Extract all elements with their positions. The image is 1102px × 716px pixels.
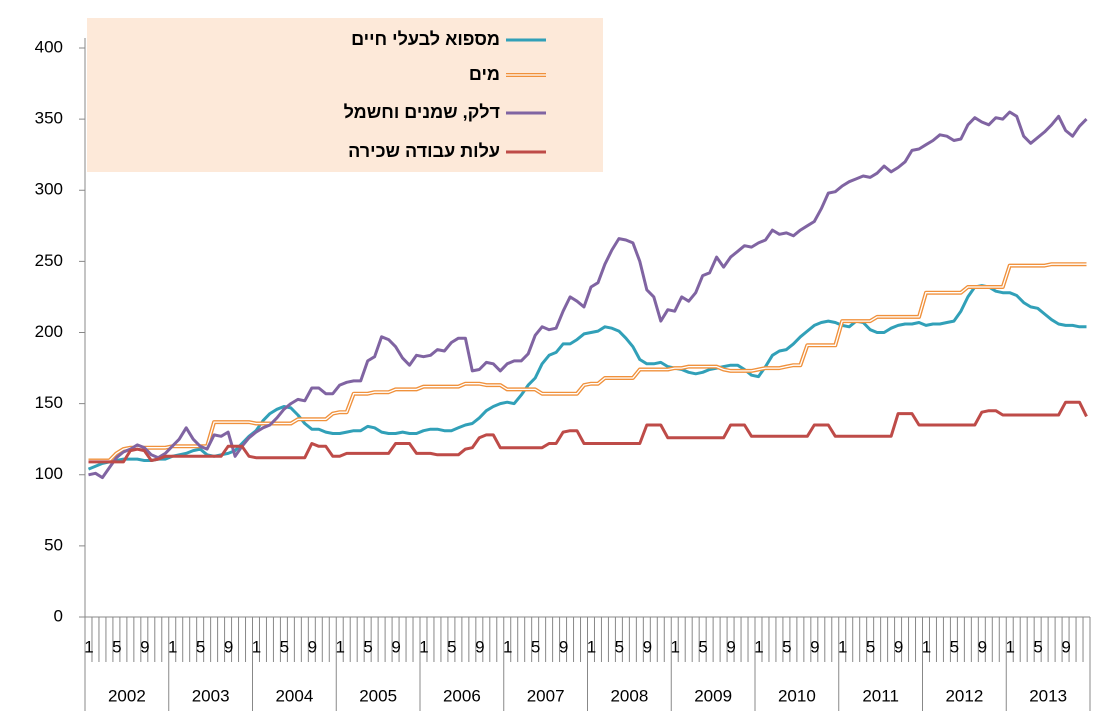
year-label: 2011 xyxy=(862,686,899,705)
x-tick-label: 9 xyxy=(726,637,735,656)
y-tick-label: 200 xyxy=(35,322,63,341)
year-label: 2006 xyxy=(443,686,481,705)
x-tick-label: 1 xyxy=(84,637,93,656)
x-tick-label: 1 xyxy=(671,637,680,656)
x-tick-label: 9 xyxy=(1061,637,1070,656)
year-label: 2012 xyxy=(945,686,983,705)
x-tick-label: 1 xyxy=(838,637,847,656)
series-line-inner xyxy=(88,263,1087,462)
year-label: 2002 xyxy=(108,686,146,705)
x-tick-label: 9 xyxy=(978,637,987,656)
legend-label: דלק, שמנים וחשמל xyxy=(344,102,500,122)
x-tick-label: 1 xyxy=(754,637,763,656)
x-tick-label: 5 xyxy=(698,637,707,656)
y-tick-label: 300 xyxy=(35,180,63,199)
x-tick-label: 9 xyxy=(643,637,652,656)
x-tick-label: 5 xyxy=(1033,637,1042,656)
y-tick-label: 350 xyxy=(35,109,63,128)
x-tick-label: 1 xyxy=(336,637,345,656)
x-tick-label: 5 xyxy=(280,637,289,656)
y-tick-label: 150 xyxy=(35,393,63,412)
x-tick-label: 9 xyxy=(140,637,149,656)
x-tick-label: 5 xyxy=(950,637,959,656)
year-label: 2005 xyxy=(359,686,397,705)
y-tick-label: 0 xyxy=(54,606,63,625)
x-tick-label: 1 xyxy=(419,637,428,656)
x-tick-label: 1 xyxy=(503,637,512,656)
x-tick-label: 5 xyxy=(196,637,205,656)
y-tick-label: 50 xyxy=(44,535,63,554)
x-tick-label: 5 xyxy=(112,637,121,656)
x-tick-label: 9 xyxy=(475,637,484,656)
series-line xyxy=(88,400,1088,464)
x-tick-label: 1 xyxy=(587,637,596,656)
year-label: 2004 xyxy=(275,686,313,705)
x-tick-label: 5 xyxy=(866,637,875,656)
x-tick-label: 5 xyxy=(531,637,540,656)
x-tick-label: 5 xyxy=(615,637,624,656)
legend-label: עלות עבודה שכירה xyxy=(348,141,500,161)
y-tick-label: 400 xyxy=(35,37,63,56)
x-tick-label: 9 xyxy=(308,637,317,656)
x-tick-label: 5 xyxy=(363,637,372,656)
y-tick-label: 100 xyxy=(35,464,63,483)
series-line xyxy=(88,110,1088,480)
x-tick-label: 9 xyxy=(810,637,819,656)
x-tick-label: 1 xyxy=(252,637,261,656)
year-label: 2013 xyxy=(1029,686,1067,705)
legend-label: מספוא לבעלי חיים xyxy=(351,29,500,49)
year-label: 2008 xyxy=(610,686,648,705)
year-label: 2007 xyxy=(527,686,565,705)
year-label: 2003 xyxy=(192,686,230,705)
y-tick-label: 250 xyxy=(35,251,63,270)
x-tick-label: 9 xyxy=(559,637,568,656)
x-tick-label: 9 xyxy=(391,637,400,656)
x-tick-label: 1 xyxy=(922,637,931,656)
x-tick-label: 9 xyxy=(224,637,233,656)
x-tick-label: 9 xyxy=(894,637,903,656)
x-tick-label: 1 xyxy=(1006,637,1015,656)
x-tick-label: 1 xyxy=(168,637,177,656)
year-label: 2010 xyxy=(778,686,816,705)
year-label: 2009 xyxy=(694,686,732,705)
x-tick-label: 5 xyxy=(782,637,791,656)
x-tick-label: 5 xyxy=(447,637,456,656)
legend-label: מים xyxy=(469,64,500,84)
legend-box xyxy=(87,18,603,172)
